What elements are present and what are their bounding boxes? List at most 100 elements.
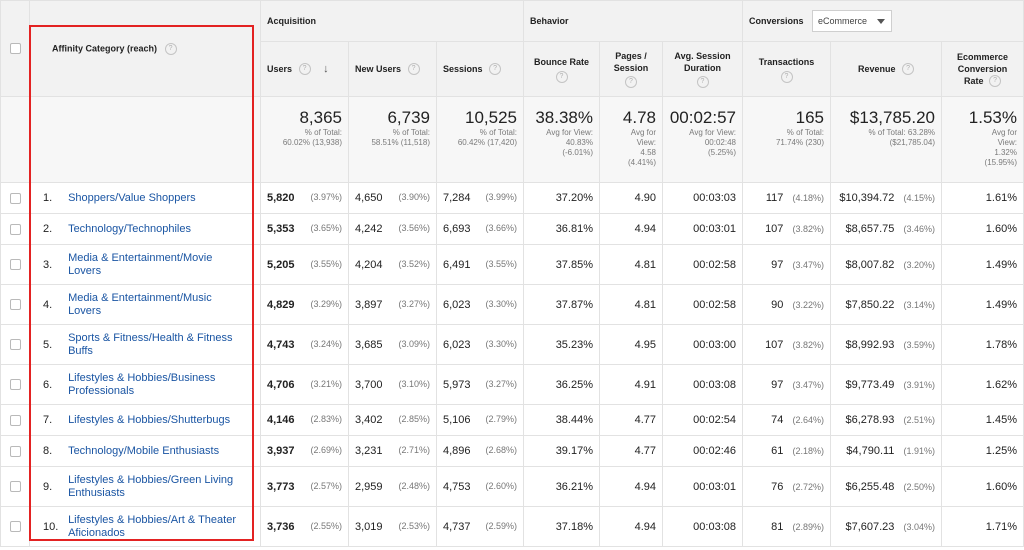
avg-session-duration-cell: 00:03:00 xyxy=(662,324,743,365)
sessions-percent: (2.79%) xyxy=(485,414,517,424)
new-users-cell: 3,897 (3.27%) xyxy=(348,284,437,325)
total-bounce-rate-view: 40.83% xyxy=(565,138,593,147)
help-icon[interactable]: ? xyxy=(298,63,311,76)
row-checkbox-cell xyxy=(0,435,30,467)
users-value: 5,205 xyxy=(267,258,295,271)
conversion-type-value: eCommerce xyxy=(818,16,868,26)
conversion-type-dropdown[interactable]: eCommerce xyxy=(812,10,893,32)
users-value: 3,736 xyxy=(267,520,295,533)
total-users-value: 8,365 xyxy=(299,108,342,127)
row-checkbox-cell xyxy=(0,213,30,245)
total-sessions-value: 10,525 xyxy=(465,108,517,127)
column-header-users[interactable]: Users ? ↓ xyxy=(260,41,349,97)
pages-session-cell: 4.81 xyxy=(599,284,663,325)
new-users-percent: (2.53%) xyxy=(398,520,430,531)
revenue-percent: (3.59%) xyxy=(903,339,935,350)
help-icon[interactable]: ? xyxy=(407,63,420,76)
help-icon[interactable]: ? xyxy=(696,76,709,88)
dimension-cell: 9. Lifestyles & Hobbies/Green Living Ent… xyxy=(29,466,261,507)
transactions-cell: 76 (2.72%) xyxy=(742,466,831,507)
transactions-cell: 61 (2.18%) xyxy=(742,435,831,467)
totals-empty-cell xyxy=(0,96,30,183)
revenue-cell: $10,394.72 (4.15%) xyxy=(830,182,942,214)
behavior-group-header: Behavior xyxy=(523,0,743,42)
dimension-link[interactable]: Sports & Fitness/Health & Fitness Buffs xyxy=(68,332,248,358)
row-checkbox[interactable] xyxy=(9,445,21,457)
dimension-link[interactable]: Lifestyles & Hobbies/Business Profession… xyxy=(68,372,248,398)
row-checkbox-cell xyxy=(0,284,30,325)
help-icon[interactable]: ? xyxy=(489,63,502,76)
help-icon[interactable]: ? xyxy=(902,63,915,76)
help-icon[interactable]: ? xyxy=(164,42,177,55)
dimension-link[interactable]: Technology/Mobile Enthusiasts xyxy=(68,445,248,458)
users-percent: (3.55%) xyxy=(310,258,342,269)
row-checkbox[interactable] xyxy=(9,379,21,391)
total-transactions: 165 % of Total: 71.74% (230) xyxy=(742,96,831,183)
users-cell: 4,829 (3.29%) xyxy=(260,284,349,325)
pages-session-cell: 4.94 xyxy=(599,506,663,547)
total-pages-session-label1: Avg for xyxy=(630,128,656,137)
help-icon[interactable]: ? xyxy=(555,70,568,83)
transactions-percent: (4.18%) xyxy=(792,193,824,203)
new-users-value: 4,242 xyxy=(355,223,383,235)
column-header-pages-session[interactable]: Pages / Session ? xyxy=(599,41,663,97)
row-checkbox[interactable] xyxy=(9,521,21,533)
dimension-link[interactable]: Lifestyles & Hobbies/Green Living Enthus… xyxy=(68,474,248,500)
dimension-link[interactable]: Lifestyles & Hobbies/Shutterbugs xyxy=(68,414,248,427)
new-users-percent: (3.56%) xyxy=(398,223,430,233)
users-value: 4,743 xyxy=(267,338,295,351)
pages-session-header-label: Pages / Session xyxy=(613,51,649,73)
row-number: 8. xyxy=(43,445,53,457)
new-users-percent: (2.85%) xyxy=(398,414,430,424)
column-header-sessions[interactable]: Sessions ? xyxy=(436,41,524,97)
row-checkbox[interactable] xyxy=(9,299,21,311)
revenue-value: $8,992.93 xyxy=(845,338,895,351)
new-users-cell: 3,700 (3.10%) xyxy=(348,364,437,405)
new-users-percent: (3.10%) xyxy=(398,378,430,389)
users-percent: (2.55%) xyxy=(310,520,342,531)
dimension-link[interactable]: Media & Entertainment/Music Lovers xyxy=(68,292,248,318)
column-header-ecommerce-conversion-rate[interactable]: Ecommerce Conversion Rate ? xyxy=(941,41,1024,97)
select-all-checkbox[interactable] xyxy=(9,43,21,55)
revenue-cell: $6,278.93 (2.51%) xyxy=(830,404,942,436)
revenue-percent: (4.15%) xyxy=(903,193,935,203)
dimension-link[interactable]: Media & Entertainment/Movie Lovers xyxy=(68,252,248,278)
dimension-link[interactable]: Technology/Technophiles xyxy=(68,223,248,236)
row-checkbox[interactable] xyxy=(9,223,21,235)
column-header-new-users[interactable]: New Users ? xyxy=(348,41,437,97)
sessions-cell: 4,896 (2.68%) xyxy=(436,435,524,467)
avg-session-duration-cell: 00:03:03 xyxy=(662,182,743,214)
help-icon[interactable]: ? xyxy=(989,75,1002,88)
row-checkbox[interactable] xyxy=(9,259,21,271)
total-new-users-value: 6,739 xyxy=(387,108,430,127)
ecommerce-conversion-rate-cell: 1.60% xyxy=(941,213,1024,245)
data-rows: 1. Shoppers/Value Shoppers 5,820 (3.97%) … xyxy=(0,182,1024,547)
dimension-link[interactable]: Lifestyles & Hobbies/Art & Theater Afici… xyxy=(68,514,248,540)
row-checkbox[interactable] xyxy=(9,339,21,351)
column-header-bounce-rate[interactable]: Bounce Rate ? xyxy=(523,41,600,97)
revenue-value: $4,790.11 xyxy=(846,445,895,457)
dimension-cell: 3. Media & Entertainment/Movie Lovers xyxy=(29,244,261,285)
total-revenue-value: $13,785.20 xyxy=(849,108,935,127)
dimension-link-line1: Lifestyles & Hobbies/Shutterbugs xyxy=(68,413,231,426)
sort-descending-icon[interactable]: ↓ xyxy=(323,63,329,76)
column-header-transactions[interactable]: Transactions ? xyxy=(742,41,831,97)
ecommerce-conversion-rate-cell: 1.49% xyxy=(941,244,1024,285)
avg-session-duration-header-label: Avg. Session Duration xyxy=(674,51,731,73)
chevron-down-icon xyxy=(877,19,886,24)
row-number: 2. xyxy=(43,223,53,235)
column-header-revenue[interactable]: Revenue ? xyxy=(830,41,942,97)
help-icon[interactable]: ? xyxy=(625,76,637,88)
row-checkbox[interactable] xyxy=(9,192,21,204)
transactions-value: 117 xyxy=(765,192,784,204)
transactions-value: 97 xyxy=(771,378,784,391)
row-checkbox[interactable] xyxy=(9,414,21,426)
column-header-avg-session-duration[interactable]: Avg. Session Duration ? xyxy=(662,41,743,97)
help-icon[interactable]: ? xyxy=(780,70,793,83)
dimension-link-line1: Media & Entertainment/Music xyxy=(68,291,212,304)
dimension-link[interactable]: Shoppers/Value Shoppers xyxy=(68,192,248,205)
users-percent: (3.97%) xyxy=(310,192,342,202)
dimension-header[interactable]: Affinity Category (reach) ? xyxy=(29,0,261,97)
avg-session-duration-cell: 00:02:46 xyxy=(662,435,743,467)
row-checkbox[interactable] xyxy=(9,481,21,493)
